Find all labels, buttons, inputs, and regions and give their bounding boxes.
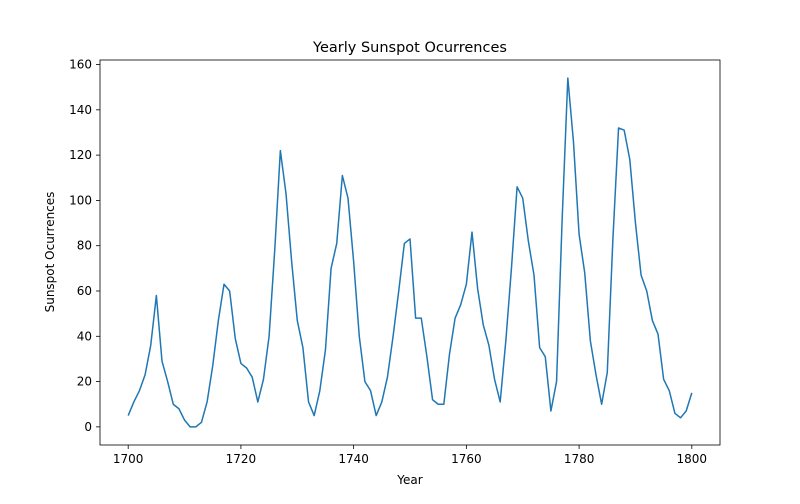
y-tick-label: 40 [77,329,92,343]
y-tick-label: 0 [84,420,92,434]
chart-title: Yearly Sunspot Ocurrences [312,40,507,56]
y-tick-label: 140 [69,103,92,117]
x-axis-label: Year [396,473,422,487]
y-tick-label: 160 [69,58,92,72]
y-tick-label: 100 [69,193,92,207]
x-tick-label: 1720 [226,452,257,466]
y-tick-label: 20 [77,375,92,389]
y-tick-label: 80 [77,239,92,253]
y-tick-label: 60 [77,284,92,298]
x-tick-label: 1800 [677,452,708,466]
x-tick-label: 1700 [113,452,144,466]
x-tick-label: 1760 [451,452,482,466]
y-tick-label: 120 [69,148,92,162]
x-tick-label: 1780 [564,452,595,466]
plot-area-frame [99,59,721,446]
y-axis-label: Sunspot Ocurrences [43,192,57,313]
y-axis-ticks: 0 20 40 60 80 100 120 140 160 [69,58,100,434]
series-line [127,77,693,428]
x-axis-ticks: 1700 1720 1740 1760 1780 1800 [113,445,707,466]
x-tick-label: 1740 [338,452,369,466]
